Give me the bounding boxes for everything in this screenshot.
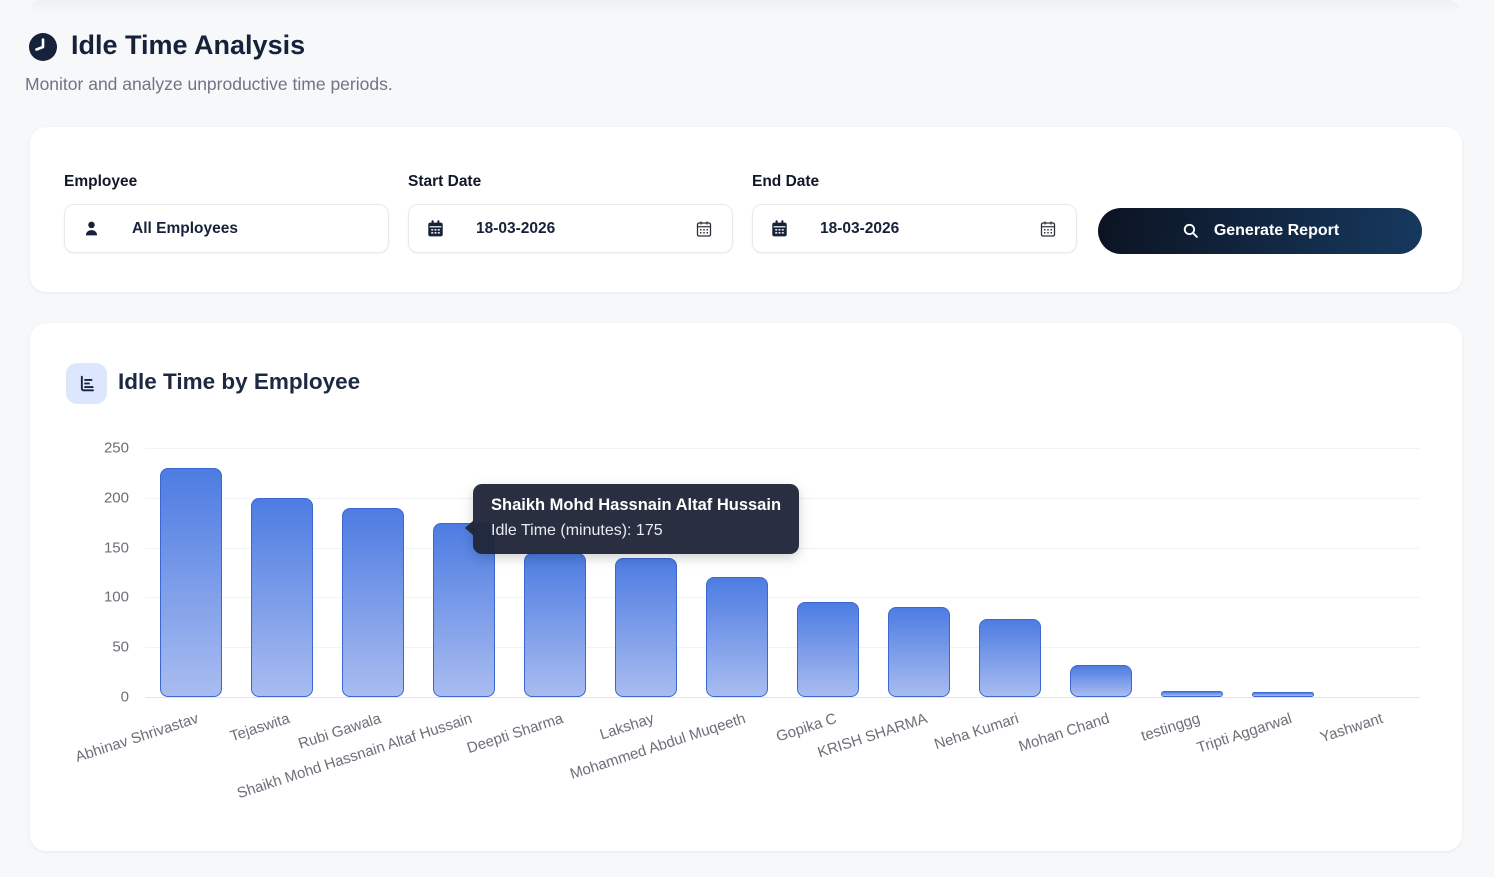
- end-date-label: End Date: [752, 173, 820, 190]
- chart-bar[interactable]: [979, 619, 1042, 697]
- date-picker-icon[interactable]: [1040, 220, 1056, 237]
- employee-select[interactable]: All Employees: [64, 204, 389, 253]
- chart-bar[interactable]: [614, 557, 677, 697]
- y-axis-tick: 250: [103, 439, 129, 457]
- chart-card: Idle Time by Employee 0 50 100 150 200 250 Abh…: [30, 323, 1462, 851]
- date-picker-icon[interactable]: [696, 220, 712, 237]
- y-axis-tick: 50: [112, 638, 129, 656]
- chart-bar[interactable]: [1161, 691, 1224, 697]
- gridline: [145, 597, 1420, 599]
- start-date-label: Start Date: [408, 173, 482, 190]
- employee-value: All Employees: [132, 219, 238, 237]
- calendar-icon: [425, 218, 446, 239]
- search-icon: [1181, 221, 1201, 241]
- end-date-input[interactable]: 18-03-2026: [752, 204, 1077, 253]
- chart-bar[interactable]: [1070, 665, 1133, 697]
- chart-bar[interactable]: [705, 577, 768, 697]
- tooltip-title: Shaikh Mohd Hassnain Altaf Hussain: [491, 496, 782, 514]
- x-axis-label: Abhinav Shrivastav: [73, 710, 201, 766]
- gridline: [145, 647, 1420, 649]
- page-subtitle: Monitor and analyze unproductive time pe…: [25, 74, 393, 94]
- tooltip-value: Idle Time (minutes): 175: [491, 522, 663, 539]
- generate-report-button[interactable]: Generate Report: [1098, 208, 1422, 254]
- gridline: [145, 697, 1420, 698]
- gridline: [145, 448, 1420, 449]
- tooltip-caret: [465, 520, 474, 536]
- x-axis-label: Tejaswita: [227, 710, 292, 746]
- clock-icon: [27, 31, 59, 68]
- idle-time-chart: 0 50 100 150 200 250 Abhinav Shrivastav Tejaswi…: [73, 440, 1420, 802]
- chart-bar[interactable]: [250, 497, 313, 697]
- page-title: Idle Time Analysis: [71, 30, 306, 60]
- x-axis-label: Yashwant: [1317, 710, 1385, 747]
- top-strip: [30, 0, 1460, 11]
- x-axis-label: Mohan Chand: [1016, 710, 1112, 756]
- x-axis-label: Tripti Aggarwal: [1194, 710, 1294, 757]
- chart-bar[interactable]: [888, 607, 951, 697]
- chart-bar[interactable]: [159, 467, 222, 697]
- y-axis-tick: 100: [103, 588, 129, 606]
- chart-title: Idle Time by Employee: [118, 369, 361, 394]
- start-date-value: 18-03-2026: [476, 219, 556, 237]
- x-axis-label: Neha Kumari: [931, 710, 1021, 754]
- employee-label: Employee: [64, 173, 138, 190]
- end-date-value: 18-03-2026: [820, 219, 900, 237]
- start-date-input[interactable]: 18-03-2026: [408, 204, 733, 253]
- x-axis-label: Lakshay: [597, 710, 657, 744]
- chart-bar[interactable]: [797, 602, 860, 697]
- calendar-icon: [769, 218, 790, 239]
- y-axis-tick: 150: [103, 539, 129, 557]
- filter-card: Employee All Employees Start Date: [30, 127, 1462, 292]
- chart-bar[interactable]: [523, 552, 586, 697]
- x-axis-label: testinggg: [1139, 710, 1203, 745]
- chart-bar[interactable]: [1252, 692, 1315, 697]
- chart-tooltip: Shaikh Mohd Hassnain Altaf Hussain Idle …: [465, 484, 800, 554]
- generate-report-label: Generate Report: [1213, 222, 1340, 239]
- x-axis-label: Mohammed Abdul Muqeeth: [567, 710, 748, 783]
- person-icon: [81, 218, 102, 239]
- y-axis-tick: 0: [120, 688, 129, 706]
- x-axis-label: Deepti Sharma: [464, 710, 566, 758]
- y-axis-tick: 200: [103, 489, 129, 507]
- bar-chart-icon: [66, 363, 107, 404]
- chart-bar[interactable]: [341, 507, 404, 697]
